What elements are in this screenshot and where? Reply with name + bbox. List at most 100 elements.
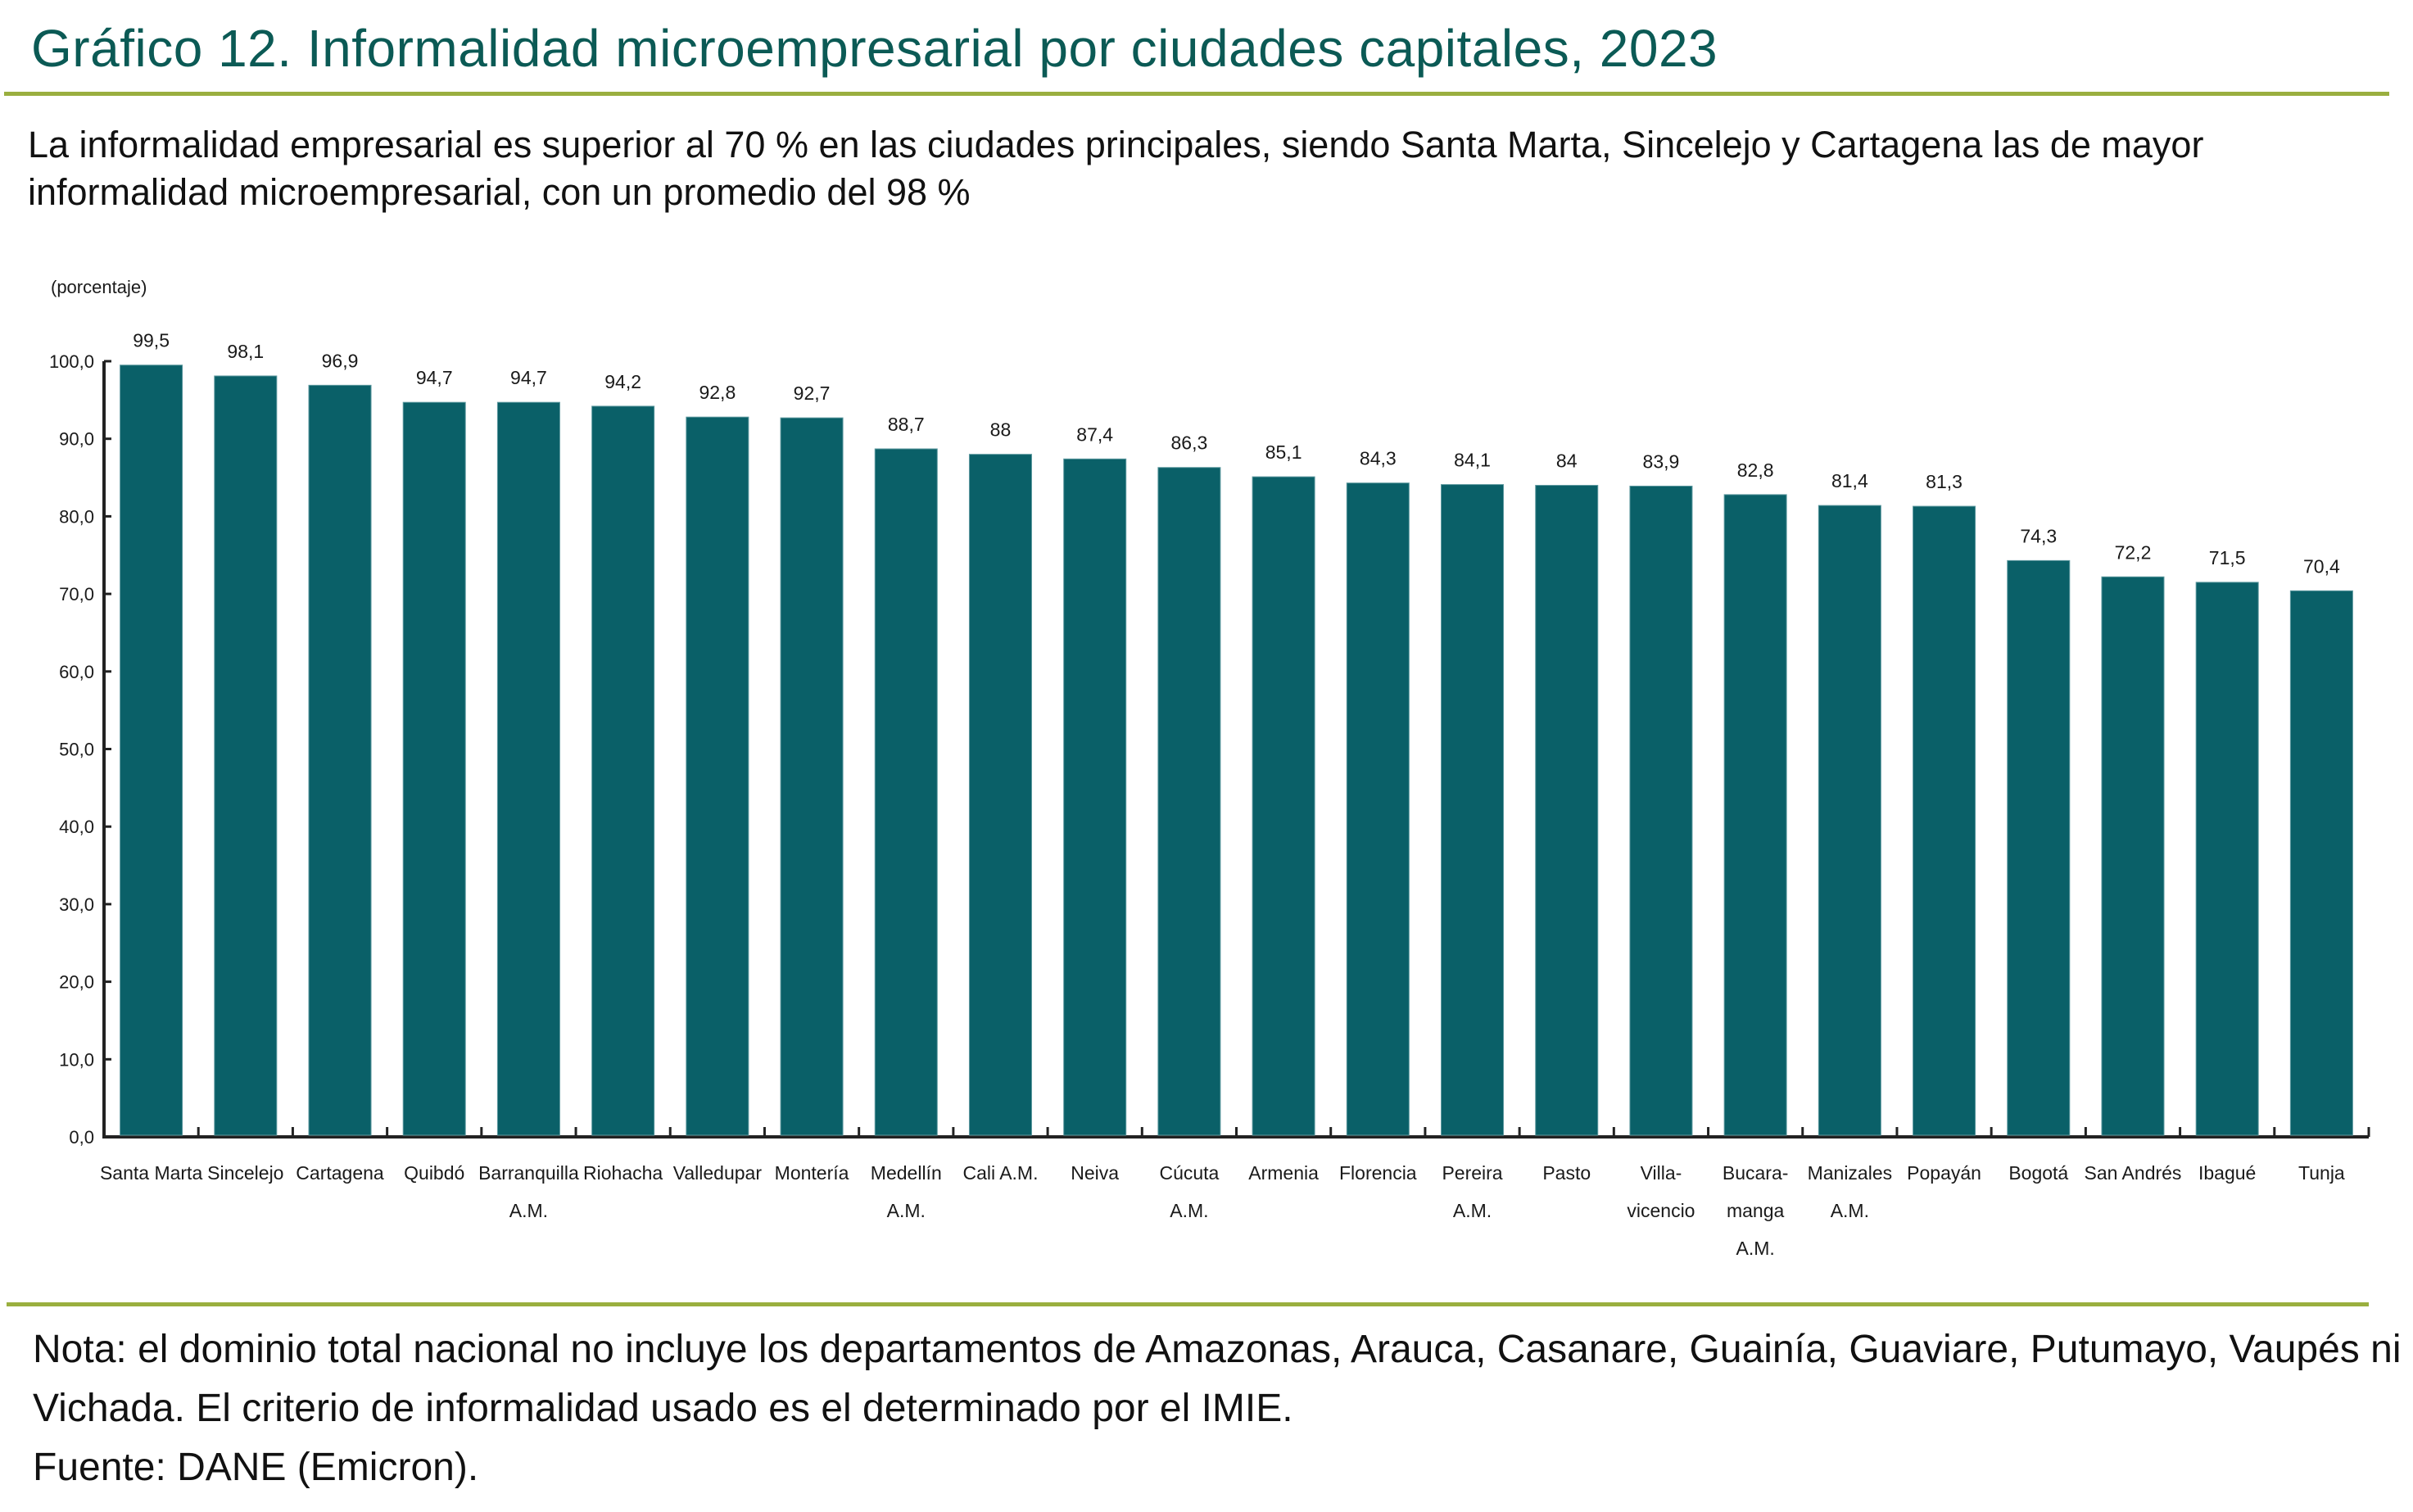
data-label: 88 [990,419,1012,441]
bar [214,375,278,1136]
bar [1723,494,1787,1136]
footer-divider [7,1302,2369,1306]
x-tick-label: Medellín [871,1162,942,1184]
bar [968,454,1032,1136]
x-tick-label: vicencio [1627,1200,1695,1221]
bar [1913,505,1976,1136]
y-tick-label: 0,0 [69,1127,94,1148]
x-tick-label: Neiva [1071,1162,1119,1184]
y-axis-unit-label: (porcentaje) [51,277,147,297]
data-label: 84 [1556,450,1578,472]
data-label: 98,1 [227,341,264,362]
x-tick-label: Manizales [1808,1162,1893,1184]
bar [1535,485,1599,1136]
x-tick-label: Bogotá [2008,1162,2068,1184]
note-line-2: Vichada. El criterio de informalidad usa… [33,1387,1293,1430]
data-label: 81,4 [1831,470,1868,491]
data-label: 70,4 [2303,555,2340,577]
data-label: 84,3 [1360,448,1397,469]
x-tick-label: Cali A.M. [962,1162,1038,1184]
x-tick-label: Popayán [1907,1162,1981,1184]
x-tick-label: A.M. [1736,1238,1775,1259]
x-tick-label: Ibagué [2198,1162,2256,1184]
y-tick-label: 60,0 [59,662,94,682]
data-label: 81,3 [1926,471,1963,492]
data-label: 94,7 [510,367,547,388]
chart-title: Gráfico 12. Informalidad microempresaria… [31,19,1718,78]
data-label: 92,7 [794,383,831,404]
note-line-1: Nota: el dominio total nacional no inclu… [33,1328,2402,1371]
data-label: 96,9 [322,350,359,371]
bar [1441,484,1505,1136]
bar [2289,590,2353,1136]
data-label: 86,3 [1171,432,1208,454]
bar [2007,559,2071,1136]
x-tick-label: Riohacha [583,1162,663,1184]
data-label: 74,3 [2020,525,2057,546]
bar [780,417,844,1136]
x-tick-label: Armenia [1248,1162,1319,1184]
x-tick-label: Montería [775,1162,849,1184]
x-tick-label: Valledupar [673,1162,763,1184]
data-label: 83,9 [1643,450,1680,472]
data-label: 94,2 [604,371,641,392]
bar [308,384,372,1136]
x-tick-label: manga [1727,1200,1785,1221]
bar [120,364,183,1136]
data-label: 71,5 [2209,547,2246,568]
chart-subtitle: La informalidad empresarial es superior … [28,124,2204,213]
data-label: 72,2 [2115,541,2152,563]
x-tick-label: Cartagena [296,1162,384,1184]
y-tick-label: 40,0 [59,817,94,837]
x-tick-label: Florencia [1339,1162,1417,1184]
x-tick-label: Quibdó [404,1162,464,1184]
x-tick-label: Sincelejo [207,1162,283,1184]
bar [686,416,749,1136]
bar [402,401,466,1136]
y-tick-label: 100,0 [49,351,94,372]
bar [1157,467,1221,1136]
data-label: 82,8 [1737,459,1774,481]
x-tick-label: San Andrés [2085,1162,2182,1184]
data-label: 99,5 [133,330,170,351]
x-tick-label: A.M. [1170,1200,1208,1221]
data-label: 85,1 [1265,441,1302,463]
bar [591,405,655,1136]
x-tick-label: A.M. [887,1200,926,1221]
x-tick-label: A.M. [1831,1200,1869,1221]
bar [2195,582,2259,1136]
y-tick-label: 50,0 [59,740,94,760]
y-tick-label: 90,0 [59,429,94,450]
bar [874,448,938,1136]
data-label: 88,7 [888,414,925,435]
y-tick-label: 20,0 [59,972,94,993]
x-tick-label: Barranquilla [478,1162,579,1184]
source-line: Fuente: DANE (Emicron). [33,1446,479,1489]
bar [2101,576,2165,1136]
x-tick-label: Tunja [2298,1162,2345,1184]
y-tick-label: 10,0 [59,1049,94,1070]
x-tick-label: Pasto [1542,1162,1591,1184]
x-tick-label: Cúcuta [1159,1162,1219,1184]
bar [1063,458,1127,1136]
x-tick-label: Santa Marta [100,1162,202,1184]
data-label: 87,4 [1076,423,1113,445]
bar [1629,485,1693,1136]
data-label: 84,1 [1454,450,1491,471]
header-divider [4,92,2389,96]
data-label: 92,8 [699,382,736,403]
y-tick-label: 80,0 [59,506,94,527]
bar [1252,476,1315,1136]
x-tick-label: A.M. [509,1200,548,1221]
x-tick-label: Villa- [1641,1162,1682,1184]
y-tick-label: 70,0 [59,584,94,604]
bar [1818,505,1881,1136]
x-tick-label: Pereira [1442,1162,1502,1184]
bar [496,401,560,1136]
x-tick-label: A.M. [1453,1200,1492,1221]
data-label: 94,7 [416,367,453,388]
y-tick-label: 30,0 [59,894,94,915]
x-tick-label: Bucara- [1723,1162,1789,1184]
bar [1346,482,1410,1136]
